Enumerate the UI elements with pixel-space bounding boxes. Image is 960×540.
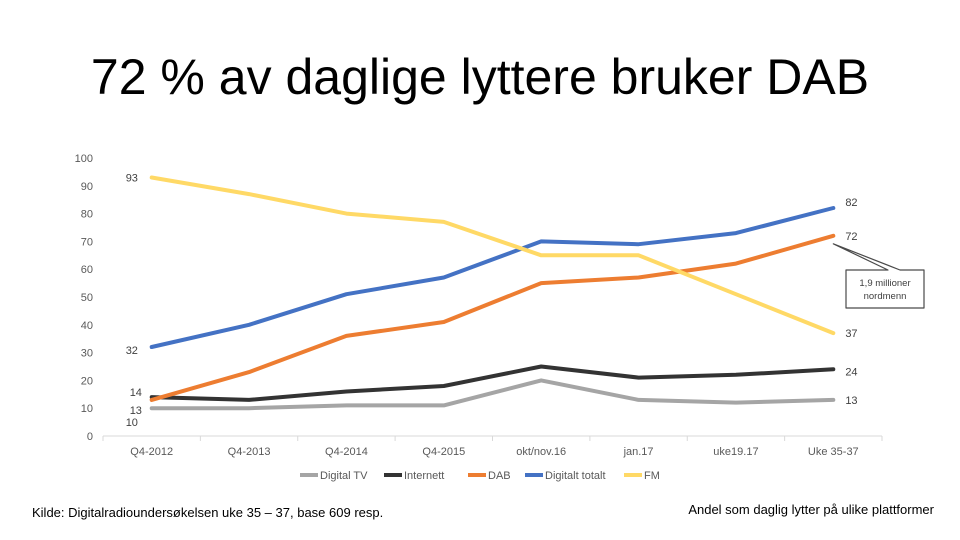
chart-callout: 1,9 millioner nordmenn bbox=[832, 243, 925, 309]
y-tick-label: 20 bbox=[81, 375, 93, 387]
source-note: Kilde: Digitalradioundersøkelsen uke 35 … bbox=[32, 505, 384, 520]
series-line-digital-tv bbox=[149, 378, 836, 411]
data-label: 14 bbox=[130, 387, 142, 399]
x-tick-label: okt/nov.16 bbox=[516, 446, 566, 458]
y-tick-label: 10 bbox=[81, 403, 93, 415]
data-label: 13 bbox=[130, 405, 142, 417]
data-label: 32 bbox=[126, 345, 138, 357]
legend-label: DAB bbox=[488, 470, 511, 482]
callout-bubble bbox=[832, 243, 925, 309]
y-tick-label: 70 bbox=[81, 236, 93, 248]
chart-axes: Q4-2012 Q4-2013 Q4-2014 Q4-2015 okt/nov.16 ja… bbox=[75, 153, 883, 458]
series-line-fm bbox=[149, 175, 836, 336]
data-label: 93 bbox=[126, 172, 138, 184]
x-tick-label: jan.17 bbox=[623, 446, 654, 458]
y-tick-label: 90 bbox=[81, 181, 93, 193]
chart-series-lines bbox=[149, 175, 836, 411]
legend-label: Internett bbox=[404, 470, 444, 482]
legend-label: Digitalt totalt bbox=[545, 470, 606, 482]
y-tick-label: 50 bbox=[81, 292, 93, 304]
x-tick-label: Uke 35-37 bbox=[808, 446, 859, 458]
legend-label: FM bbox=[644, 470, 660, 482]
data-label: 82 bbox=[845, 197, 857, 209]
series-line-digitalt-totalt bbox=[149, 206, 836, 349]
x-tick-label: Q4-2012 bbox=[130, 446, 173, 458]
data-label: 10 bbox=[126, 417, 138, 429]
series-line-dab bbox=[149, 233, 836, 402]
data-label: 24 bbox=[845, 366, 857, 378]
x-tick-label: uke19.17 bbox=[713, 446, 758, 458]
data-label: 72 bbox=[845, 231, 857, 243]
legend-label: Digital TV bbox=[320, 470, 368, 482]
y-tick-label: 80 bbox=[81, 209, 93, 221]
y-tick-label: 40 bbox=[81, 320, 93, 332]
slide-title: 72 % av daglige lyttere bruker DAB bbox=[90, 49, 870, 105]
y-tick-label: 100 bbox=[75, 153, 93, 165]
y-tick-label: 60 bbox=[81, 264, 93, 276]
callout-line2: nordmenn bbox=[864, 291, 907, 302]
chart-legend: Digital TV Internett DAB Digitalt totalt FM bbox=[300, 470, 660, 482]
y-tick-label: 0 bbox=[87, 431, 93, 443]
x-tick-label: Q4-2015 bbox=[422, 446, 465, 458]
x-tick-label: Q4-2014 bbox=[325, 446, 368, 458]
series-line-internett bbox=[149, 364, 836, 402]
chart-caption: Andel som daglig lytter på ulike plattfo… bbox=[688, 502, 934, 517]
data-label: 37 bbox=[845, 328, 857, 340]
data-label: 13 bbox=[845, 395, 857, 407]
callout-line1: 1,9 millioner bbox=[859, 278, 910, 289]
y-tick-label: 30 bbox=[81, 348, 93, 360]
x-tick-label: Q4-2013 bbox=[228, 446, 271, 458]
